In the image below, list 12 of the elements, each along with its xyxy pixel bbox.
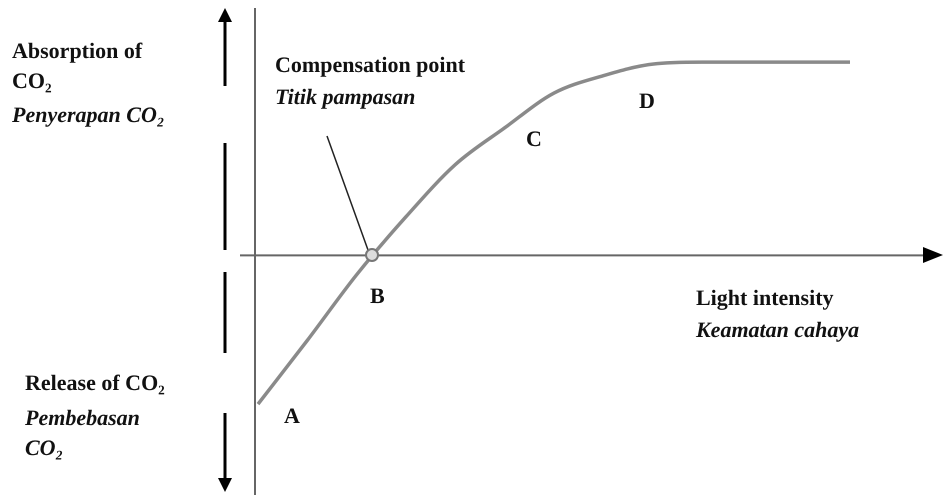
annotation: B	[370, 282, 386, 310]
annotation: Titik pampasan	[275, 83, 416, 111]
annotation: Compensation point	[275, 51, 466, 79]
annotation: D	[639, 87, 656, 115]
annotation: A	[284, 402, 301, 430]
x-axis-title: Light intensity	[696, 284, 835, 312]
text: Absorption of CO₂	[12, 37, 144, 95]
annotation: C	[526, 125, 543, 153]
text: Penyerapan CO₂	[12, 101, 166, 129]
text: Release of CO₂	[25, 369, 166, 397]
text: Pembebasan CO₂	[25, 404, 141, 462]
annotation: Keamatan cahaya	[696, 316, 860, 344]
